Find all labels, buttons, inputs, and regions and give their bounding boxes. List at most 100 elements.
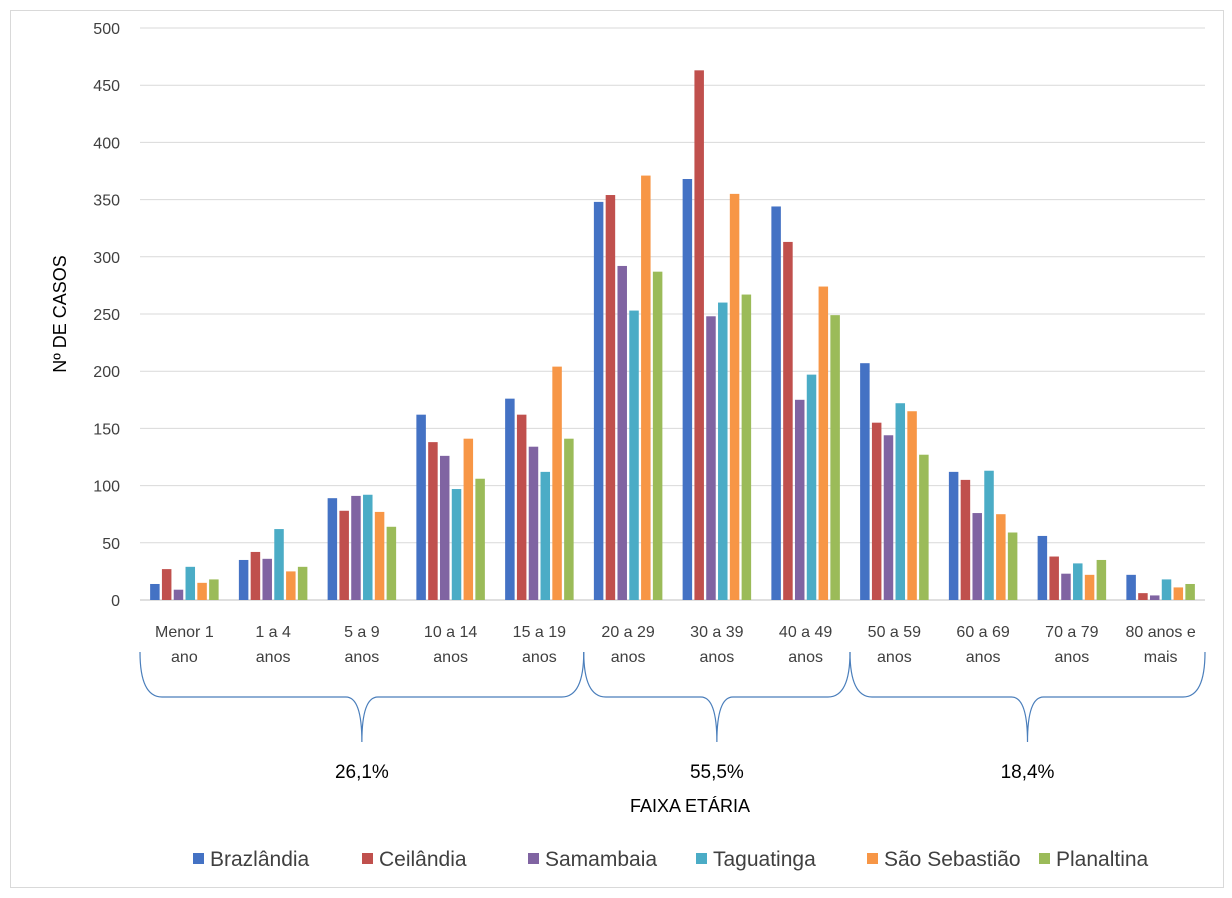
y-tick-label: 400 xyxy=(93,135,120,152)
legend-label: Planaltina xyxy=(1056,848,1149,871)
legend-label: Taguatinga xyxy=(713,848,816,871)
legend-label: Brazlândia xyxy=(210,848,310,871)
bar xyxy=(386,526,397,600)
bar xyxy=(286,571,296,600)
bar xyxy=(706,316,716,600)
x-tick-label: anos xyxy=(788,649,823,666)
x-tick-label: anos xyxy=(611,649,646,666)
x-tick-label: 20 a 29 xyxy=(601,624,654,641)
bar xyxy=(262,558,272,600)
x-tick-label: mais xyxy=(1144,649,1178,666)
bar xyxy=(451,489,462,600)
x-tick-label: 15 a 19 xyxy=(513,624,566,641)
bar xyxy=(1049,556,1059,600)
y-tick-label: 150 xyxy=(93,421,120,438)
group-brace xyxy=(583,651,851,743)
legend-swatch xyxy=(867,853,878,864)
bar xyxy=(363,494,373,600)
bar xyxy=(1007,532,1018,600)
bar xyxy=(197,582,207,600)
bar xyxy=(1073,563,1083,600)
bar xyxy=(948,471,959,600)
bar xyxy=(871,422,882,600)
legend-label: Samambaia xyxy=(545,848,657,871)
bar xyxy=(907,411,917,600)
bar xyxy=(996,514,1006,600)
bar xyxy=(1126,574,1136,600)
bar xyxy=(605,195,616,601)
group-braces: 26,1% 55,5% 18,4% xyxy=(139,651,1206,783)
y-tick-label: 450 xyxy=(93,78,120,95)
bar xyxy=(297,566,308,600)
group-percentage-label: 55,5% xyxy=(690,762,744,783)
gridlines xyxy=(140,27,1205,601)
x-tick-label: 60 a 69 xyxy=(956,624,1009,641)
bar xyxy=(682,179,693,600)
bar xyxy=(593,201,604,600)
bar xyxy=(250,551,261,600)
y-tick-label: 250 xyxy=(93,307,120,324)
bar xyxy=(416,414,426,600)
bar xyxy=(652,271,663,600)
bar xyxy=(1037,535,1048,600)
legend-label: São Sebastião xyxy=(884,848,1021,871)
legend-swatch xyxy=(696,853,707,864)
y-tick-label: 200 xyxy=(93,364,120,381)
x-tick-label: 40 a 49 xyxy=(779,624,832,641)
group-brace xyxy=(139,651,585,743)
bar xyxy=(694,70,704,600)
group-percentage-label: 26,1% xyxy=(335,762,389,783)
bar xyxy=(516,414,527,600)
y-tick-label: 50 xyxy=(102,536,120,553)
x-tick-label: Menor 1 xyxy=(155,624,214,641)
x-tick-label: 10 a 14 xyxy=(424,624,477,641)
legend-swatch xyxy=(528,853,539,864)
bar xyxy=(463,438,474,600)
x-tick-label: 5 a 9 xyxy=(344,624,380,641)
y-tick-label: 0 xyxy=(111,593,120,610)
y-tick-label: 350 xyxy=(93,193,120,210)
bar xyxy=(238,559,249,600)
bar xyxy=(972,513,982,600)
bar xyxy=(1084,574,1095,600)
legend-swatch xyxy=(362,853,373,864)
bar xyxy=(552,366,562,600)
legend-swatch xyxy=(193,853,204,864)
bar xyxy=(1161,579,1172,600)
bar xyxy=(374,511,385,600)
x-tick-label: anos xyxy=(256,649,291,666)
bar xyxy=(629,310,639,600)
bar xyxy=(505,398,515,600)
bars xyxy=(150,70,1195,601)
bar xyxy=(1096,559,1107,600)
bar xyxy=(860,363,870,600)
y-tick-label: 100 xyxy=(93,479,120,496)
y-tick-label: 300 xyxy=(93,250,120,267)
bar xyxy=(475,478,485,600)
legend-label: Ceilândia xyxy=(379,848,467,871)
bar xyxy=(564,438,574,600)
chart-frame xyxy=(10,10,1224,888)
bar xyxy=(794,399,805,600)
bar xyxy=(984,470,994,600)
bar xyxy=(150,583,160,600)
bar xyxy=(818,286,829,600)
x-tick-label: 30 a 39 xyxy=(690,624,743,641)
bar xyxy=(1149,595,1160,600)
bar xyxy=(729,193,740,600)
x-axis-title: FAIXA ETÁRIA xyxy=(630,796,750,816)
x-tick-label: ano xyxy=(171,649,198,666)
bar xyxy=(1138,593,1148,600)
x-tick-label: 80 anos e xyxy=(1125,624,1195,641)
bar xyxy=(428,442,438,600)
bar xyxy=(1173,587,1184,600)
bar xyxy=(617,265,627,600)
bar xyxy=(161,569,172,600)
x-tick-label: anos xyxy=(345,649,380,666)
x-tick-label: anos xyxy=(966,649,1001,666)
bar xyxy=(1061,573,1071,600)
bar xyxy=(741,294,752,600)
bar xyxy=(209,579,219,600)
bar xyxy=(641,175,651,601)
